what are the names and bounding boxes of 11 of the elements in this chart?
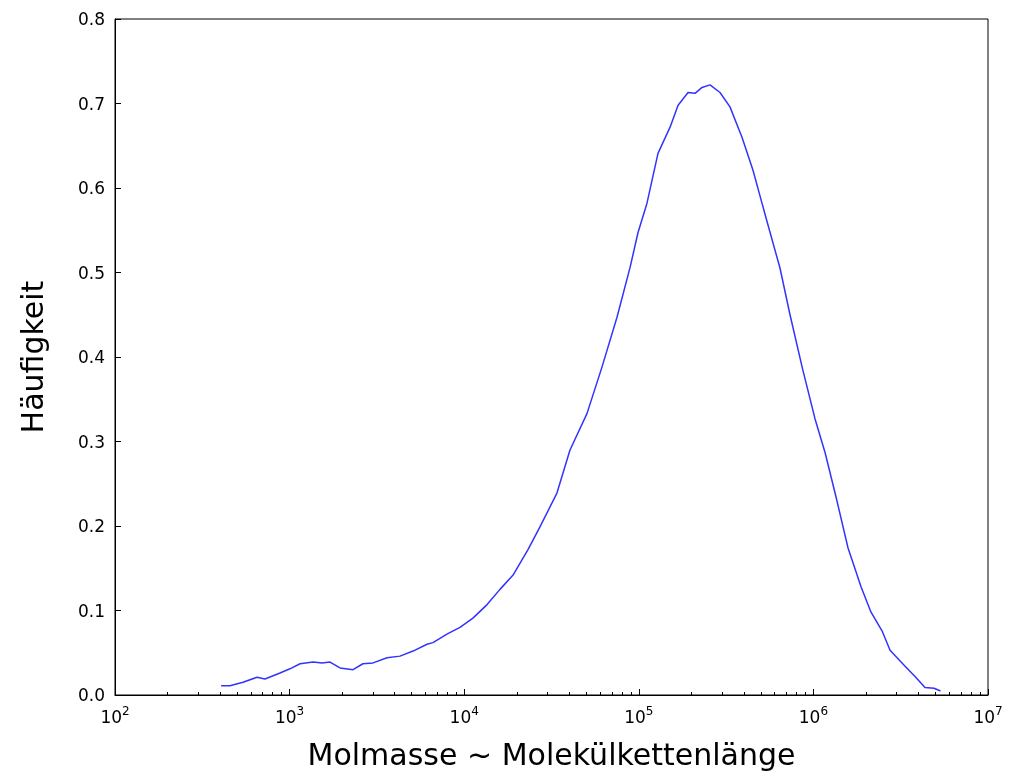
- y-axis-title: Häufigkeit: [14, 280, 50, 434]
- y-tick-label: 0.1: [77, 600, 105, 621]
- x-axis-title: Molmasse ~ Molekülkettenlänge: [307, 736, 796, 772]
- y-tick-label: 0.7: [77, 93, 105, 114]
- y-tick-label: 0.2: [77, 516, 105, 536]
- y-tick-label: 0.5: [77, 262, 105, 283]
- y-tick-label: 0.8: [77, 9, 105, 29]
- y-tick-label: 0.3: [77, 431, 105, 452]
- y-tick-label: 0.4: [77, 347, 105, 367]
- y-tick-label: 0.0: [77, 685, 105, 705]
- y-tick-label: 0.6: [77, 178, 105, 198]
